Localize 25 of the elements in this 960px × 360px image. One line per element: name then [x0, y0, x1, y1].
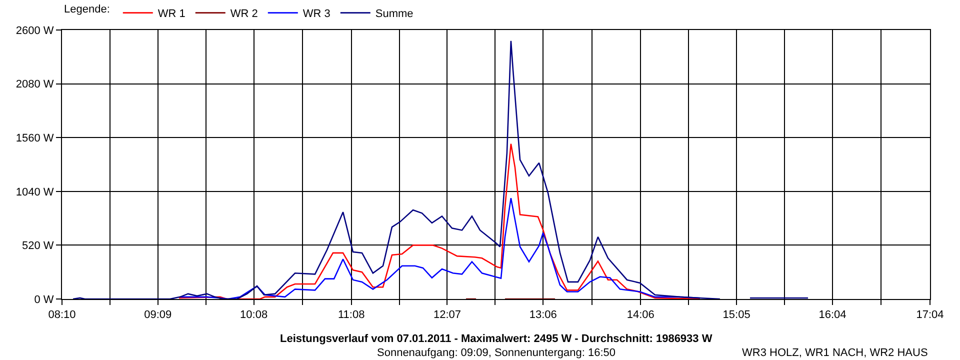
legend-label: WR 1	[158, 8, 186, 20]
legend-label: Summe	[375, 8, 414, 20]
y-tick-label: 520 W	[22, 240, 54, 252]
x-tick-label: 15:05	[722, 309, 750, 322]
x-tick-label: 10:08	[240, 309, 268, 322]
legend-label: WR 2	[230, 8, 258, 20]
y-tick-label: 0 W	[34, 294, 54, 306]
x-tick-label: 08:10	[48, 309, 76, 322]
y-tick-label: 1040 W	[16, 186, 54, 198]
legend-title: Legende:	[64, 4, 110, 16]
y-tick-label: 1560 W	[16, 132, 54, 144]
y-tick-label: 2600 W	[16, 24, 54, 37]
text: Sonnenaufgang: 09:09, Sonnenuntergang: 16:50	[377, 347, 616, 359]
text: WR3 HOLZ, WR1 NACH, WR2 HAUS	[742, 347, 928, 359]
y-tick-label: 2080 W	[16, 78, 54, 91]
x-tick-label: 09:09	[144, 309, 172, 322]
x-tick-label: 12:07	[433, 309, 462, 322]
line-series	[178, 143, 701, 299]
x-tick-label: 17:04	[916, 309, 944, 322]
x-tick-label: 16:04	[818, 309, 846, 322]
x-tick-label: 11:08	[338, 309, 365, 322]
legend-label: WR 3	[302, 8, 330, 20]
text: Leistungsverlauf vom 07.01.2011 - Maximalwert: 2495 W - Durchschnitt: 1986933 W	[280, 333, 713, 345]
x-tick-label: 14:06	[626, 309, 654, 322]
x-tick-label: 13:06	[529, 309, 557, 322]
